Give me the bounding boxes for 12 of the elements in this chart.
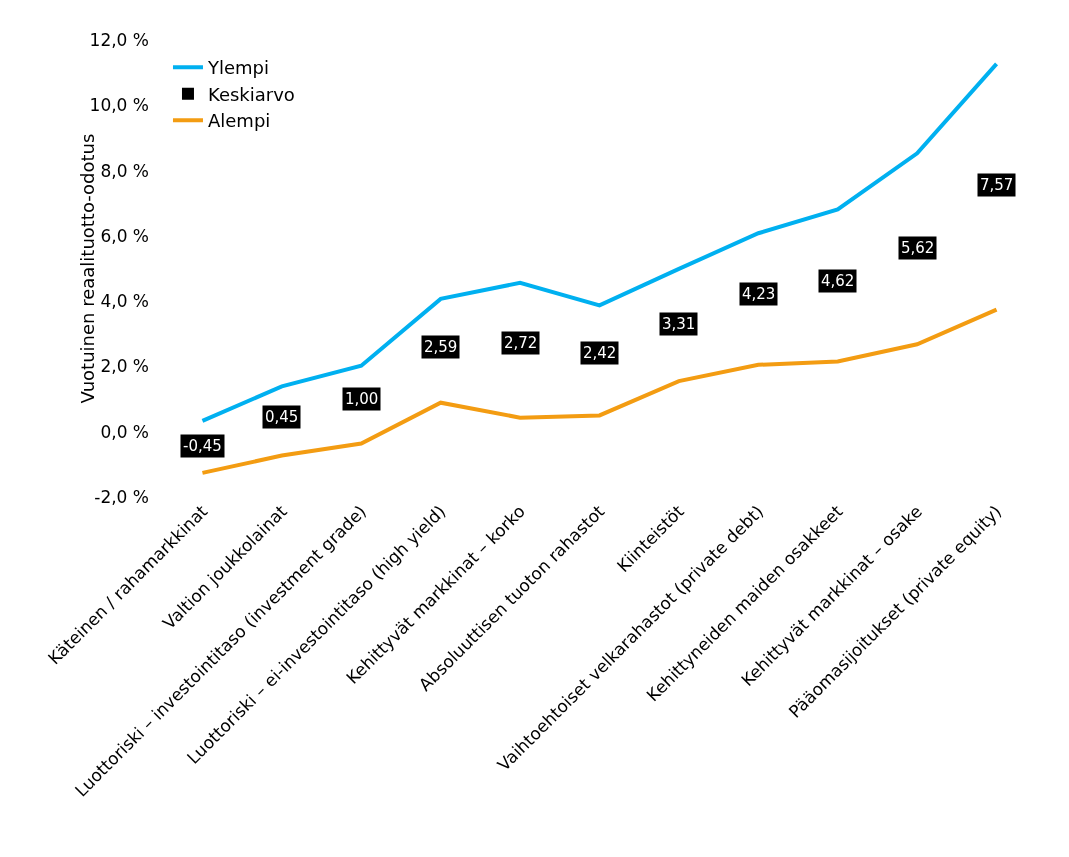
y-tick-label: 0,0 % xyxy=(100,421,149,442)
y-tick-label: 4,0 % xyxy=(100,291,149,312)
legend-label: Keskiarvo xyxy=(207,83,295,105)
y-tick-label: -2,0 % xyxy=(94,486,149,507)
y-tick-label: 2,0 % xyxy=(100,356,149,377)
legend-label: Ylempi xyxy=(206,57,270,79)
y-tick-label: 10,0 % xyxy=(89,95,149,116)
y-tick-label: 6,0 % xyxy=(100,225,149,246)
y-tick-label: 8,0 % xyxy=(100,160,149,181)
legend-label: Alempi xyxy=(207,110,271,132)
y-axis-title: Vuotuinen reaalituotto-odotus xyxy=(77,133,99,404)
y-tick-label: 12,0 % xyxy=(89,29,149,50)
